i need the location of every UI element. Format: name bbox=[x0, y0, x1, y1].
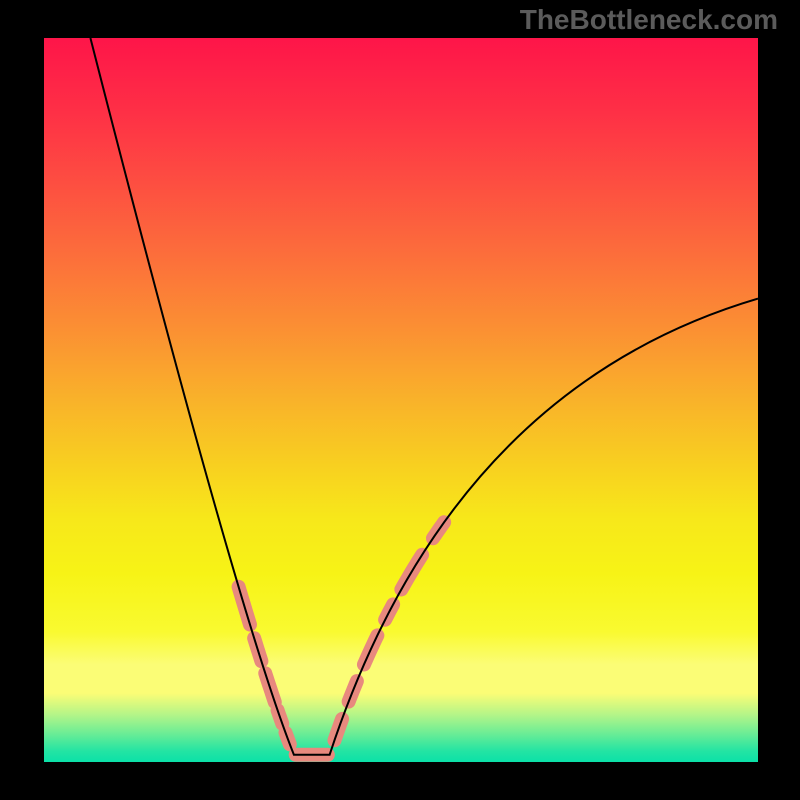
watermark-text: TheBottleneck.com bbox=[520, 4, 778, 36]
plot-area bbox=[44, 38, 758, 762]
plot-svg bbox=[44, 38, 758, 762]
gradient-background bbox=[44, 38, 758, 762]
chart-root: TheBottleneck.com bbox=[0, 0, 800, 800]
